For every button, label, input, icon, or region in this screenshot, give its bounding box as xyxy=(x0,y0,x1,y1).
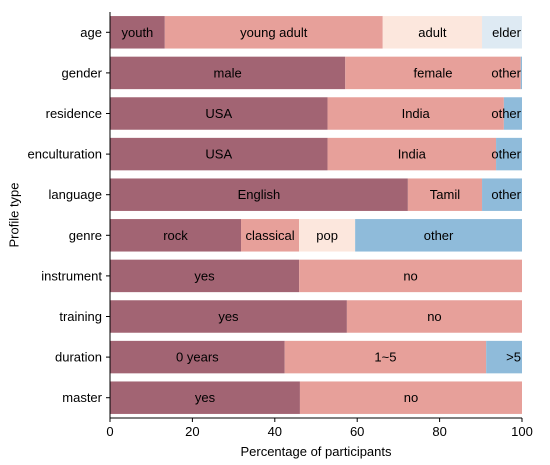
y-tick-label-age: age xyxy=(80,25,102,40)
data-label-age-0: youth xyxy=(121,25,153,40)
bar-segment-enculturation-2 xyxy=(496,137,522,171)
y-tick-label-language: language xyxy=(49,187,103,202)
data-label-age-3: elder xyxy=(492,25,522,40)
bar-segment-genre-3 xyxy=(355,219,522,252)
x-tick-label-60: 60 xyxy=(350,424,364,439)
x-tick-label-20: 20 xyxy=(185,424,199,439)
bar-segment-enculturation-1 xyxy=(327,137,497,171)
data-label-instrument-1: no xyxy=(403,268,417,283)
bar-segment-duration-2 xyxy=(486,340,522,374)
bar-segment-age-3 xyxy=(482,16,522,49)
data-label-genre-2: pop xyxy=(316,228,338,243)
bar-segment-residence-1 xyxy=(327,97,504,130)
bar-segment-residence-0 xyxy=(110,97,328,130)
y-tick-label-residence: residence xyxy=(46,106,102,121)
axes-layer xyxy=(109,12,522,419)
bar-segment-duration-0 xyxy=(110,340,285,374)
data-label-gender-2: other xyxy=(491,65,521,80)
bars-layer: youth young adult adult elder male female othe… xyxy=(110,16,522,414)
bar-segment-language-1 xyxy=(407,178,483,211)
data-label-duration-2: >5 xyxy=(506,350,521,365)
data-label-age-1: young adult xyxy=(240,25,308,40)
y-tick-label-duration: duration xyxy=(55,350,102,365)
data-label-enculturation-2: other xyxy=(491,147,521,162)
data-label-enculturation-1: India xyxy=(398,147,427,162)
y-tick-label-master: master xyxy=(62,390,102,405)
bar-segment-master-0 xyxy=(110,381,300,414)
data-label-genre-0: rock xyxy=(163,228,188,243)
bar-segment-duration-1 xyxy=(284,340,487,374)
data-label-genre-1: classical xyxy=(245,228,294,243)
data-label-residence-1: India xyxy=(402,106,431,121)
y-tick-label-genre: genre xyxy=(69,228,102,243)
data-label-training-1: no xyxy=(427,309,441,324)
y-tick-label-training: training xyxy=(59,309,102,324)
bar-segment-age-2 xyxy=(382,16,483,49)
data-label-training-0: yes xyxy=(218,309,239,324)
bar-segment-residence-2 xyxy=(503,97,522,130)
y-tick-label-instrument: instrument xyxy=(41,268,102,283)
x-tick-label-100: 100 xyxy=(511,424,533,439)
bar-segment-language-2 xyxy=(482,178,522,211)
y-axis-title: Profile type xyxy=(7,182,22,247)
bar-segment-master-1 xyxy=(299,381,522,414)
bar-segment-gender-2 xyxy=(520,56,522,90)
bar-segment-genre-2 xyxy=(299,219,356,252)
data-label-language-1: Tamil xyxy=(430,187,460,202)
bar-segment-enculturation-0 xyxy=(110,137,328,171)
bar-segment-instrument-0 xyxy=(110,259,300,293)
data-label-duration-0: 0 years xyxy=(176,350,219,365)
bar-segment-training-0 xyxy=(110,300,347,333)
bar-segment-instrument-1 xyxy=(299,259,522,293)
x-axis-title: Percentage of participants xyxy=(240,444,392,459)
bar-segment-training-1 xyxy=(346,300,522,333)
y-tick-label-gender: gender xyxy=(62,65,103,80)
data-label-residence-0: USA xyxy=(205,106,232,121)
bar-segment-gender-0 xyxy=(110,56,346,90)
data-label-gender-1: female xyxy=(413,65,452,80)
bar-segment-gender-1 xyxy=(345,56,521,90)
bar-segment-age-0 xyxy=(110,16,165,49)
data-label-age-2: adult xyxy=(418,25,447,40)
data-label-genre-3: other xyxy=(424,228,454,243)
data-label-enculturation-0: USA xyxy=(205,147,232,162)
x-tick-label-40: 40 xyxy=(268,424,282,439)
y-tick-label-enculturation: enculturation xyxy=(28,147,102,162)
data-label-master-0: yes xyxy=(195,390,216,405)
data-label-duration-1: 1~5 xyxy=(374,350,396,365)
bar-segment-language-0 xyxy=(110,178,408,211)
x-tick-label-80: 80 xyxy=(432,424,446,439)
data-label-gender-0: male xyxy=(214,65,242,80)
bar-segment-genre-1 xyxy=(241,219,300,252)
data-label-language-0: English xyxy=(238,187,281,202)
data-label-master-1: no xyxy=(404,390,418,405)
data-label-residence-2: other xyxy=(491,106,521,121)
ticks-layer: age gender residence enculturation language g… xyxy=(28,25,533,439)
data-label-instrument-0: yes xyxy=(194,268,215,283)
bar-segment-age-1 xyxy=(164,16,383,49)
bar-segment-genre-0 xyxy=(110,219,242,252)
data-label-language-2: other xyxy=(491,187,521,202)
x-tick-label-0: 0 xyxy=(106,424,113,439)
